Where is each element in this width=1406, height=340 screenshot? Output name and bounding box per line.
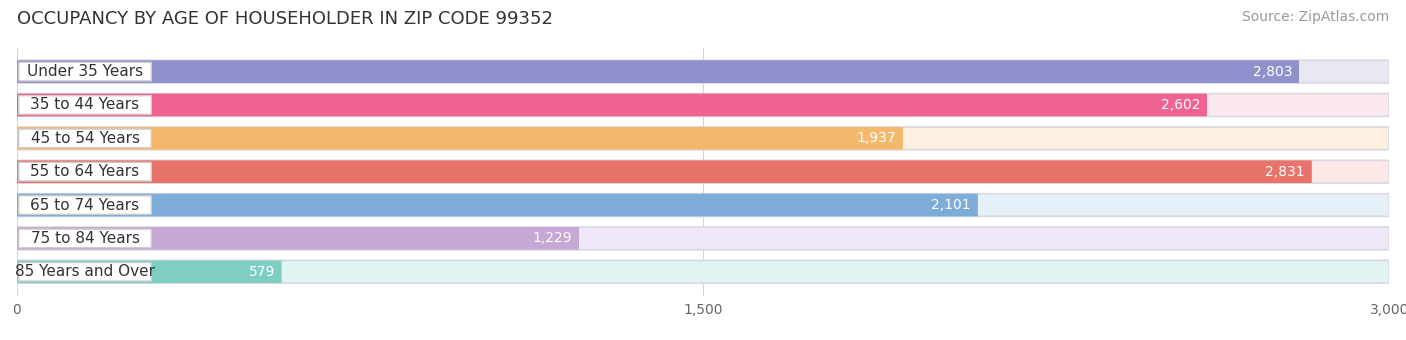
Text: 1,229: 1,229	[533, 232, 572, 245]
FancyBboxPatch shape	[17, 227, 579, 250]
FancyBboxPatch shape	[17, 94, 1208, 116]
Text: 2,101: 2,101	[931, 198, 972, 212]
FancyBboxPatch shape	[17, 60, 1299, 83]
FancyBboxPatch shape	[18, 196, 152, 214]
FancyBboxPatch shape	[18, 262, 152, 281]
Text: Source: ZipAtlas.com: Source: ZipAtlas.com	[1241, 10, 1389, 24]
FancyBboxPatch shape	[18, 129, 152, 148]
FancyBboxPatch shape	[18, 163, 152, 181]
Text: 2,602: 2,602	[1161, 98, 1201, 112]
FancyBboxPatch shape	[17, 127, 1389, 150]
FancyBboxPatch shape	[17, 260, 1389, 283]
Text: 2,803: 2,803	[1253, 65, 1292, 79]
Text: 75 to 84 Years: 75 to 84 Years	[31, 231, 139, 246]
FancyBboxPatch shape	[17, 194, 1389, 216]
FancyBboxPatch shape	[17, 260, 281, 283]
Text: 35 to 44 Years: 35 to 44 Years	[31, 98, 139, 113]
Text: Under 35 Years: Under 35 Years	[27, 64, 143, 79]
FancyBboxPatch shape	[18, 62, 152, 81]
FancyBboxPatch shape	[17, 194, 979, 216]
FancyBboxPatch shape	[17, 60, 1389, 83]
Text: 579: 579	[249, 265, 274, 279]
FancyBboxPatch shape	[17, 94, 1389, 116]
Text: 65 to 74 Years: 65 to 74 Years	[31, 198, 139, 212]
FancyBboxPatch shape	[17, 160, 1389, 183]
FancyBboxPatch shape	[17, 127, 903, 150]
FancyBboxPatch shape	[17, 160, 1312, 183]
Text: 55 to 64 Years: 55 to 64 Years	[31, 164, 139, 179]
FancyBboxPatch shape	[18, 229, 152, 248]
FancyBboxPatch shape	[17, 227, 1389, 250]
Text: 85 Years and Over: 85 Years and Over	[15, 264, 155, 279]
Text: 1,937: 1,937	[856, 131, 896, 145]
Text: 2,831: 2,831	[1265, 165, 1305, 179]
Text: OCCUPANCY BY AGE OF HOUSEHOLDER IN ZIP CODE 99352: OCCUPANCY BY AGE OF HOUSEHOLDER IN ZIP C…	[17, 10, 553, 28]
Text: 45 to 54 Years: 45 to 54 Years	[31, 131, 139, 146]
FancyBboxPatch shape	[18, 96, 152, 114]
